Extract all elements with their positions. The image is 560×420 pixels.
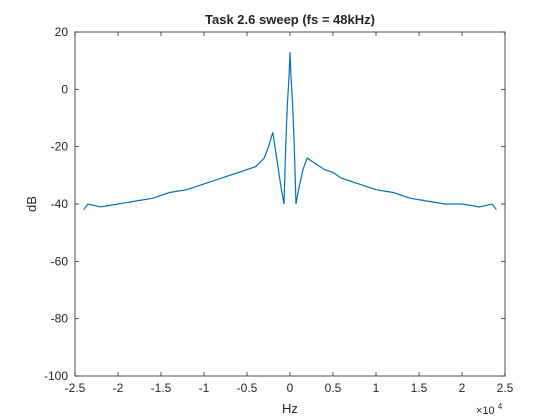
x-tick-label: 0.5 — [325, 381, 342, 395]
series-line — [83, 52, 497, 211]
y-tick-label: -40 — [51, 197, 69, 211]
x-axis-exponent-power: 4 — [498, 402, 503, 411]
x-tick-label: -2.5 — [65, 381, 86, 395]
plot-area — [83, 52, 497, 211]
x-axis-label: Hz — [282, 401, 298, 416]
x-axis-exponent-base: ×10 — [476, 405, 495, 417]
y-tick-label: 20 — [55, 25, 69, 39]
x-tick-label: 1 — [373, 381, 380, 395]
x-tick-label: -1.5 — [151, 381, 172, 395]
y-axis-label: dB — [24, 196, 39, 212]
x-tick-label: 2.5 — [497, 381, 514, 395]
x-tick-label: 1.5 — [411, 381, 428, 395]
x-axis-exponent: ×10 4 — [476, 402, 503, 417]
y-tick-label: -80 — [51, 312, 69, 326]
x-tick-label: 0 — [287, 381, 294, 395]
x-tick-label: -2 — [113, 381, 124, 395]
y-tick-label: -20 — [51, 140, 69, 154]
axes: -2.5 -2 -1.5 -1 -0.5 0 0.5 1 1.5 2 2.5 -100 -80 -60 -4… — [44, 25, 514, 395]
x-tick-label: -0.5 — [237, 381, 258, 395]
y-tick-label: -100 — [44, 369, 68, 383]
x-tick-label: -1 — [199, 381, 210, 395]
chart-title: Task 2.6 sweep (fs = 48kHz) — [205, 12, 375, 27]
y-tick-label: 0 — [61, 82, 68, 96]
x-tick-label: 2 — [459, 381, 466, 395]
y-tick-label: -60 — [51, 254, 69, 268]
